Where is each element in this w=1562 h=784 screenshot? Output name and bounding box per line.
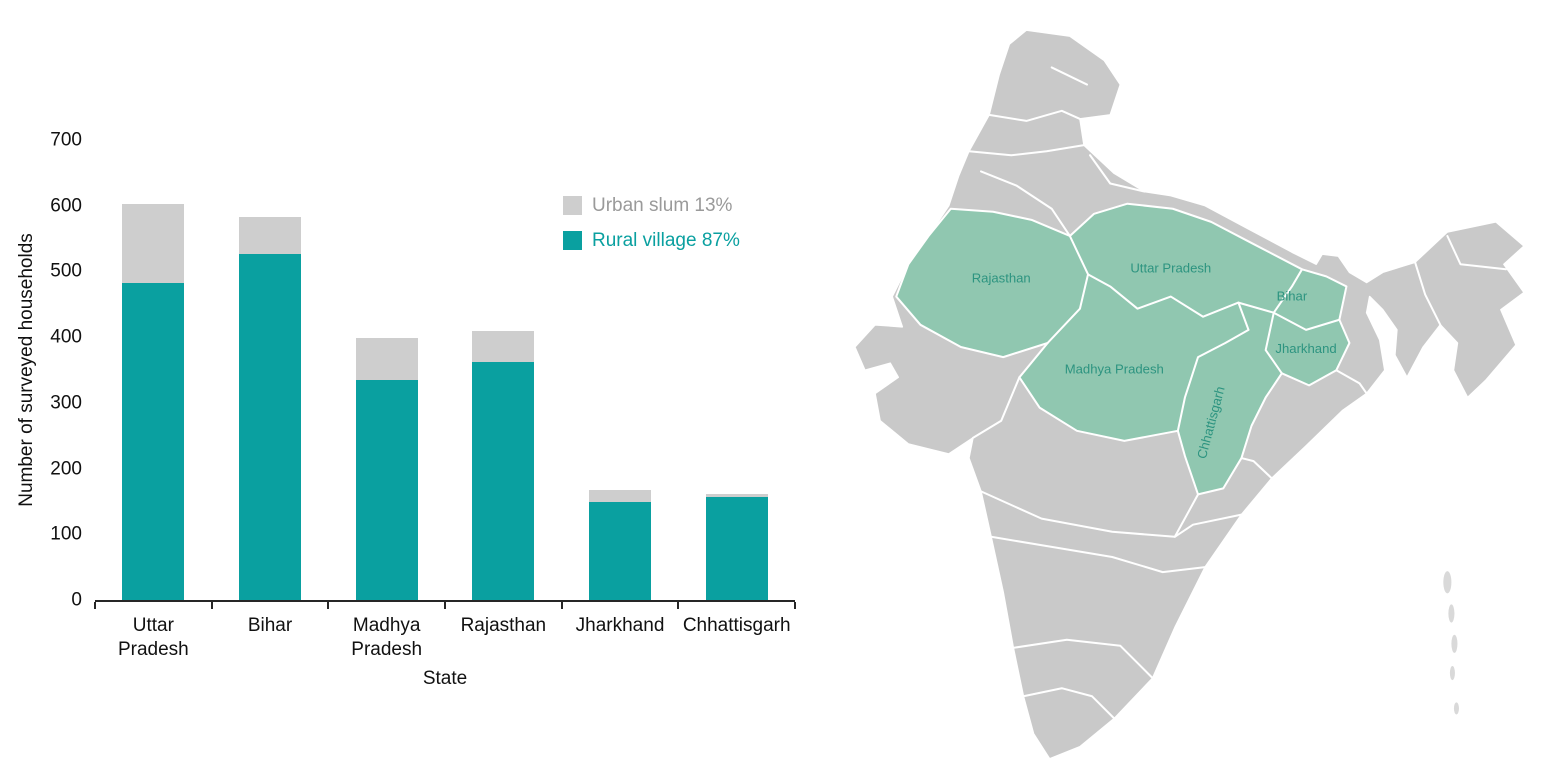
y-tick-label: 600 [50,195,82,217]
bar-slot [562,140,679,600]
x-tick-mark [210,602,213,609]
stacked-bar-uttar-pradesh [122,140,185,600]
bar-segment [122,282,185,600]
x-tick-mark [560,602,563,609]
state-border [967,144,1085,157]
bar-segment [705,496,768,600]
x-tick-mark [677,602,680,609]
map-label-bihar: Bihar [1277,289,1308,304]
x-axis-ticks [94,602,796,610]
y-tick-label: 200 [50,458,82,480]
bar-slot [95,140,212,600]
state-border [1012,638,1154,680]
plot-area: Urban slum 13% Rural village 87% [95,140,795,602]
x-category-label: Jharkhand [575,615,665,636]
state-border [1173,513,1243,538]
x-category-label: Madhya Pradesh [351,615,423,660]
y-tick-label: 100 [50,523,82,545]
y-tick-label: 0 [71,589,82,611]
stacked-bar-madhya-pradesh [355,140,418,600]
legend-item: Urban slum 13% [563,196,740,215]
stacked-bar-bihar [239,140,301,600]
bar-segment [472,362,535,600]
islands [1443,571,1459,715]
map-label-rajasthan: Rajasthan [972,270,1031,285]
india-map: Rajasthan Uttar Pradesh Bihar Jharkhand … [845,22,1555,777]
x-category-label: Uttar Pradesh [117,615,189,660]
bar-segment [239,216,301,254]
state-border [980,490,1200,538]
stacked-bar-chhattisgarh [705,140,768,600]
border-jharkhand-chhattisgarh [1264,311,1283,375]
x-axis-title: State [422,668,468,689]
stacked-bar-jharkhand [589,140,652,600]
y-axis-tick-labels: 0 100 200 300 400 500 600 700 [0,131,82,610]
india-map-svg: Rajasthan Uttar Pradesh Bihar Jharkhand … [854,29,1525,760]
stacked-bar-rajasthan [472,140,535,600]
y-tick-label: 500 [50,260,82,282]
state-border [1335,369,1368,395]
x-category-labels: Uttar Pradesh Bihar Madhya Pradesh Rajastha… [95,614,795,662]
bar-chart: Number of surveyed households 0 100 200 300… [0,131,796,689]
bar-segment [472,330,535,363]
x-tick-mark [794,602,796,609]
y-tick-label: 700 [50,129,82,151]
state-border [1050,66,1089,86]
state-borders-highlighted [1046,234,1341,432]
state-borders-gray [967,66,1507,720]
state-border [1089,154,1146,193]
highlighted-states-region [895,202,1351,496]
legend-label: Urban slum 13% [592,195,733,216]
bar-slot [678,140,795,600]
border-bihar-jharkhand [1272,311,1341,331]
legend-swatch [563,231,582,250]
map-label-uttar-pradesh: Uttar Pradesh [1130,260,1211,275]
bar-slot [445,140,562,600]
x-tick-mark [444,602,446,609]
bar-segment [355,379,418,600]
state-border [988,109,1081,122]
bar-segment [589,502,652,600]
legend-swatch [563,196,582,215]
bar-slot [212,140,329,600]
x-category-label: Chhattisgarh [682,615,791,636]
bar-segment [589,489,652,503]
state-border [1022,687,1116,720]
x-tick-mark [327,602,330,609]
legend-label: Rural village 87% [592,230,740,251]
state-border [990,535,1207,574]
legend-item: Rural village 87% [563,231,740,250]
bar-slot [328,140,445,600]
x-category-label: Bihar [247,615,293,636]
border-mp-chhattisgarh [1176,301,1250,432]
bars [95,140,795,600]
x-category-label: Rajasthan [460,615,547,636]
state-border [1446,234,1507,271]
border-up-bihar [1272,268,1304,314]
state-border [980,170,1071,238]
map-label-jharkhand: Jharkhand [1275,341,1336,356]
border-rajasthan-east [1046,234,1090,344]
bar-segment [355,337,418,380]
state-border [1240,457,1273,480]
state-border [1414,261,1442,326]
legend: Urban slum 13% Rural village 87% [563,196,740,250]
bar-segment [239,253,301,600]
map-label-madhya-pradesh: Madhya Pradesh [1065,361,1164,376]
bar-segment [705,493,768,497]
bar-segment [122,203,185,283]
y-tick-label: 400 [50,326,82,348]
state-border [971,376,1021,439]
y-tick-label: 300 [50,392,82,414]
x-tick-mark [94,602,96,609]
